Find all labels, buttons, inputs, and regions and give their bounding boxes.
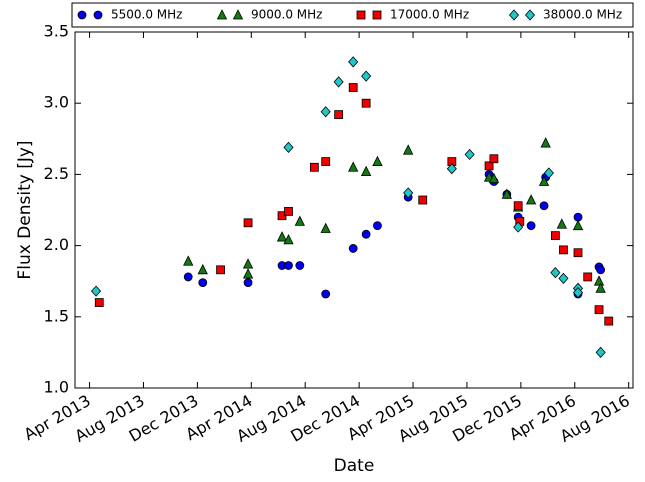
point (604, 316, 614, 326)
point (488, 172, 500, 184)
point (550, 267, 561, 279)
point (90, 285, 102, 297)
point (242, 258, 254, 269)
y-tick-label: 3.5 (44, 22, 69, 41)
point (309, 162, 319, 172)
legend-marker (508, 9, 520, 21)
point (513, 221, 524, 233)
point (94, 298, 104, 307)
point (197, 263, 208, 275)
y-axis-label: Flux Density [Jy] (15, 140, 35, 279)
y-tick-label: 2.5 (44, 164, 69, 183)
point (525, 194, 537, 205)
point (333, 76, 344, 88)
y-tick-label: 1.0 (44, 378, 69, 397)
point (596, 265, 606, 275)
legend-marker (372, 10, 382, 20)
point (198, 278, 208, 288)
point (484, 161, 494, 171)
point (284, 207, 293, 216)
point (361, 70, 372, 82)
point (593, 275, 605, 286)
point (295, 261, 305, 270)
point (539, 201, 549, 211)
point (360, 165, 372, 176)
point (243, 218, 253, 228)
point (321, 157, 331, 166)
x-axis-label: Date (334, 456, 375, 476)
legend-box (71, 2, 634, 28)
point (348, 244, 358, 253)
legend-marker (232, 9, 244, 20)
point (334, 110, 344, 119)
point (216, 265, 225, 275)
point (572, 286, 584, 299)
y-tick-label: 2.0 (44, 235, 69, 254)
point (183, 272, 193, 282)
point (283, 141, 294, 153)
point (243, 278, 253, 288)
legend-label: 9000.0 MHz (251, 8, 322, 22)
point (594, 305, 604, 315)
point (595, 282, 606, 293)
point (361, 98, 371, 108)
point (418, 195, 428, 205)
point (348, 161, 359, 172)
point (242, 268, 254, 279)
point (513, 201, 523, 211)
legend-marker (77, 10, 87, 20)
point (572, 219, 584, 231)
point (320, 222, 331, 233)
point (583, 272, 593, 282)
legend-label: 17000.0 MHz (390, 8, 469, 22)
point (284, 261, 293, 270)
point (373, 221, 382, 231)
point (464, 148, 475, 161)
point (526, 221, 536, 231)
point (559, 245, 568, 255)
legend-label: 5500.0 MHz (111, 8, 182, 22)
point (556, 218, 567, 229)
point (403, 144, 414, 155)
point (538, 175, 550, 186)
plot-frame (74, 31, 634, 389)
point (276, 231, 288, 242)
point (361, 229, 371, 239)
point (446, 163, 457, 175)
legend-marker (524, 9, 536, 21)
point (543, 167, 554, 179)
point (489, 154, 499, 164)
point (321, 289, 331, 299)
point (573, 248, 583, 258)
point (183, 255, 194, 266)
legend-marker (216, 9, 228, 20)
point (348, 56, 359, 68)
point (320, 106, 331, 118)
point (558, 272, 569, 284)
point (501, 188, 512, 199)
point (403, 187, 414, 199)
legend-label: 38000.0 MHz (543, 8, 622, 22)
point (294, 215, 305, 226)
point (595, 346, 606, 358)
point (540, 137, 551, 148)
point (283, 234, 294, 245)
point (372, 155, 383, 166)
legend-marker (93, 10, 103, 20)
y-tick-label: 1.5 (44, 306, 69, 325)
legend-marker (356, 10, 366, 20)
point (348, 83, 358, 92)
y-tick-label: 3.0 (44, 93, 69, 112)
point (550, 231, 560, 241)
